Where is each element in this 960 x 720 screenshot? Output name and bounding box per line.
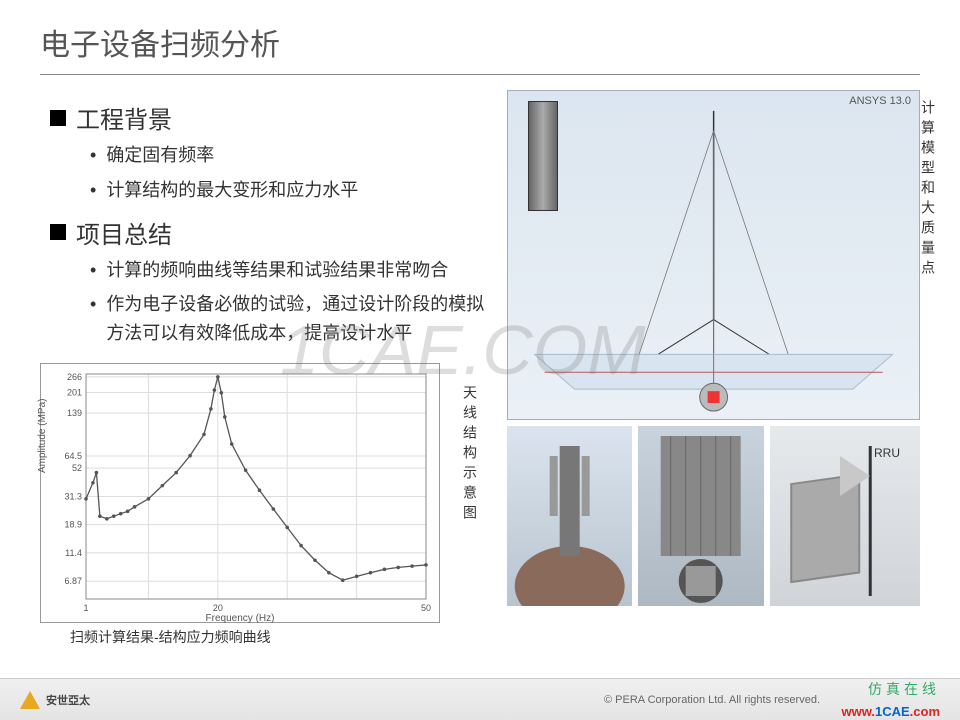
sub-bullet: • 计算的频响曲线等结果和试验结果非常吻合 bbox=[90, 256, 497, 285]
svg-text:20: 20 bbox=[213, 603, 223, 613]
dot-icon: • bbox=[90, 256, 96, 285]
antenna-photo-1 bbox=[507, 426, 632, 606]
chart-side-label: 天线结构示意图 bbox=[460, 385, 480, 525]
1cae-logo: 仿真在线 www.1CAE.com bbox=[830, 685, 940, 715]
svg-text:139: 139 bbox=[67, 408, 82, 418]
svg-text:18.9: 18.9 bbox=[64, 520, 82, 530]
slide-container: 电子设备扫频分析 工程背景 • 确定固有频率 • 计算结构的最大变形和应力水平 bbox=[0, 0, 960, 720]
chart-svg: 6.87 11.4 18.9 31.3 52 64.5 139 201 266 1 20 50 bbox=[41, 364, 441, 624]
sub-1-1: 计算结构的最大变形和应力水平 bbox=[106, 176, 358, 205]
y-axis-label: Amplitude (MPa) bbox=[37, 399, 48, 473]
arrow-right-icon bbox=[840, 456, 870, 496]
sub-bullet: • 作为电子设备必做的试验，通过设计阶段的模拟方法可以有效降低成本，提高设计水平 bbox=[90, 290, 497, 348]
ansys-logo-text: ANSYS 13.0 bbox=[849, 95, 911, 107]
fz-online-text: 仿真在线 bbox=[868, 679, 940, 699]
triangle-logo-icon bbox=[20, 691, 40, 709]
sub-2-0: 计算的频响曲线等结果和试验结果非常吻合 bbox=[106, 256, 448, 285]
footer-right: © PERA Corporation Ltd. All rights reser… bbox=[604, 685, 940, 715]
left-column: 工程背景 • 确定固有频率 • 计算结构的最大变形和应力水平 项目总结 • 计算… bbox=[40, 90, 497, 647]
dot-icon: • bbox=[90, 176, 96, 205]
site-url: www.1CAE.com bbox=[842, 704, 941, 719]
svg-text:6.87: 6.87 bbox=[64, 576, 82, 586]
svg-text:1: 1 bbox=[83, 603, 88, 613]
frequency-response-chart: 6.87 11.4 18.9 31.3 52 64.5 139 201 266 1 20 50 Amp… bbox=[40, 363, 440, 623]
chart-caption: 扫频计算结果-结构应力频响曲线 bbox=[70, 627, 497, 647]
svg-text:31.3: 31.3 bbox=[64, 491, 82, 501]
content-row: 工程背景 • 确定固有频率 • 计算结构的最大变形和应力水平 项目总结 • 计算… bbox=[40, 90, 920, 647]
dot-icon: • bbox=[90, 290, 96, 348]
bullet-block: 工程背景 • 确定固有频率 • 计算结构的最大变形和应力水平 项目总结 • 计算… bbox=[50, 100, 497, 348]
x-axis-label: Frequency (Hz) bbox=[206, 613, 275, 624]
company-name: 安世亞太 bbox=[46, 692, 90, 708]
square-bullet-icon bbox=[50, 224, 66, 240]
sub-1-0: 确定固有频率 bbox=[106, 141, 214, 170]
svg-text:266: 266 bbox=[67, 372, 82, 382]
rru-label: RRU bbox=[874, 446, 900, 460]
sub-bullet: • 确定固有频率 bbox=[90, 141, 497, 170]
svg-text:11.4: 11.4 bbox=[65, 548, 82, 558]
dot-icon: • bbox=[90, 141, 96, 170]
svg-text:64.5: 64.5 bbox=[64, 451, 82, 461]
antenna-photo-3: RRU bbox=[770, 426, 920, 606]
heading-bullet-1: 工程背景 bbox=[50, 100, 497, 135]
slide-footer: 安世亞太 © PERA Corporation Ltd. All rights … bbox=[0, 678, 960, 720]
svg-text:50: 50 bbox=[421, 603, 431, 613]
tower-svg bbox=[508, 91, 919, 419]
heading-1-text: 工程背景 bbox=[76, 100, 172, 135]
svg-text:52: 52 bbox=[72, 463, 82, 473]
svg-text:201: 201 bbox=[67, 388, 82, 398]
copyright-text: © PERA Corporation Ltd. All rights reser… bbox=[604, 694, 820, 706]
simulation-model-figure: ANSYS 13.0 bbox=[507, 90, 920, 420]
square-bullet-icon bbox=[50, 110, 66, 126]
antenna-photo-row: RRU bbox=[507, 426, 920, 606]
pera-logo: 安世亞太 bbox=[20, 691, 90, 709]
antenna-photo-2 bbox=[638, 426, 763, 606]
heading-2-text: 项目总结 bbox=[76, 215, 172, 250]
sub-bullet: • 计算结构的最大变形和应力水平 bbox=[90, 176, 497, 205]
sub-2-1: 作为电子设备必做的试验，通过设计阶段的模拟方法可以有效降低成本，提高设计水平 bbox=[106, 290, 496, 348]
antenna-panel-shape bbox=[528, 101, 558, 211]
right-column: ANSYS 13.0 计算模型和大质量点 bbox=[507, 90, 920, 647]
slide-title: 电子设备扫频分析 bbox=[40, 20, 920, 75]
sim-side-label: 计算模型和大质量点 bbox=[918, 100, 938, 280]
heading-bullet-2: 项目总结 bbox=[50, 215, 497, 250]
